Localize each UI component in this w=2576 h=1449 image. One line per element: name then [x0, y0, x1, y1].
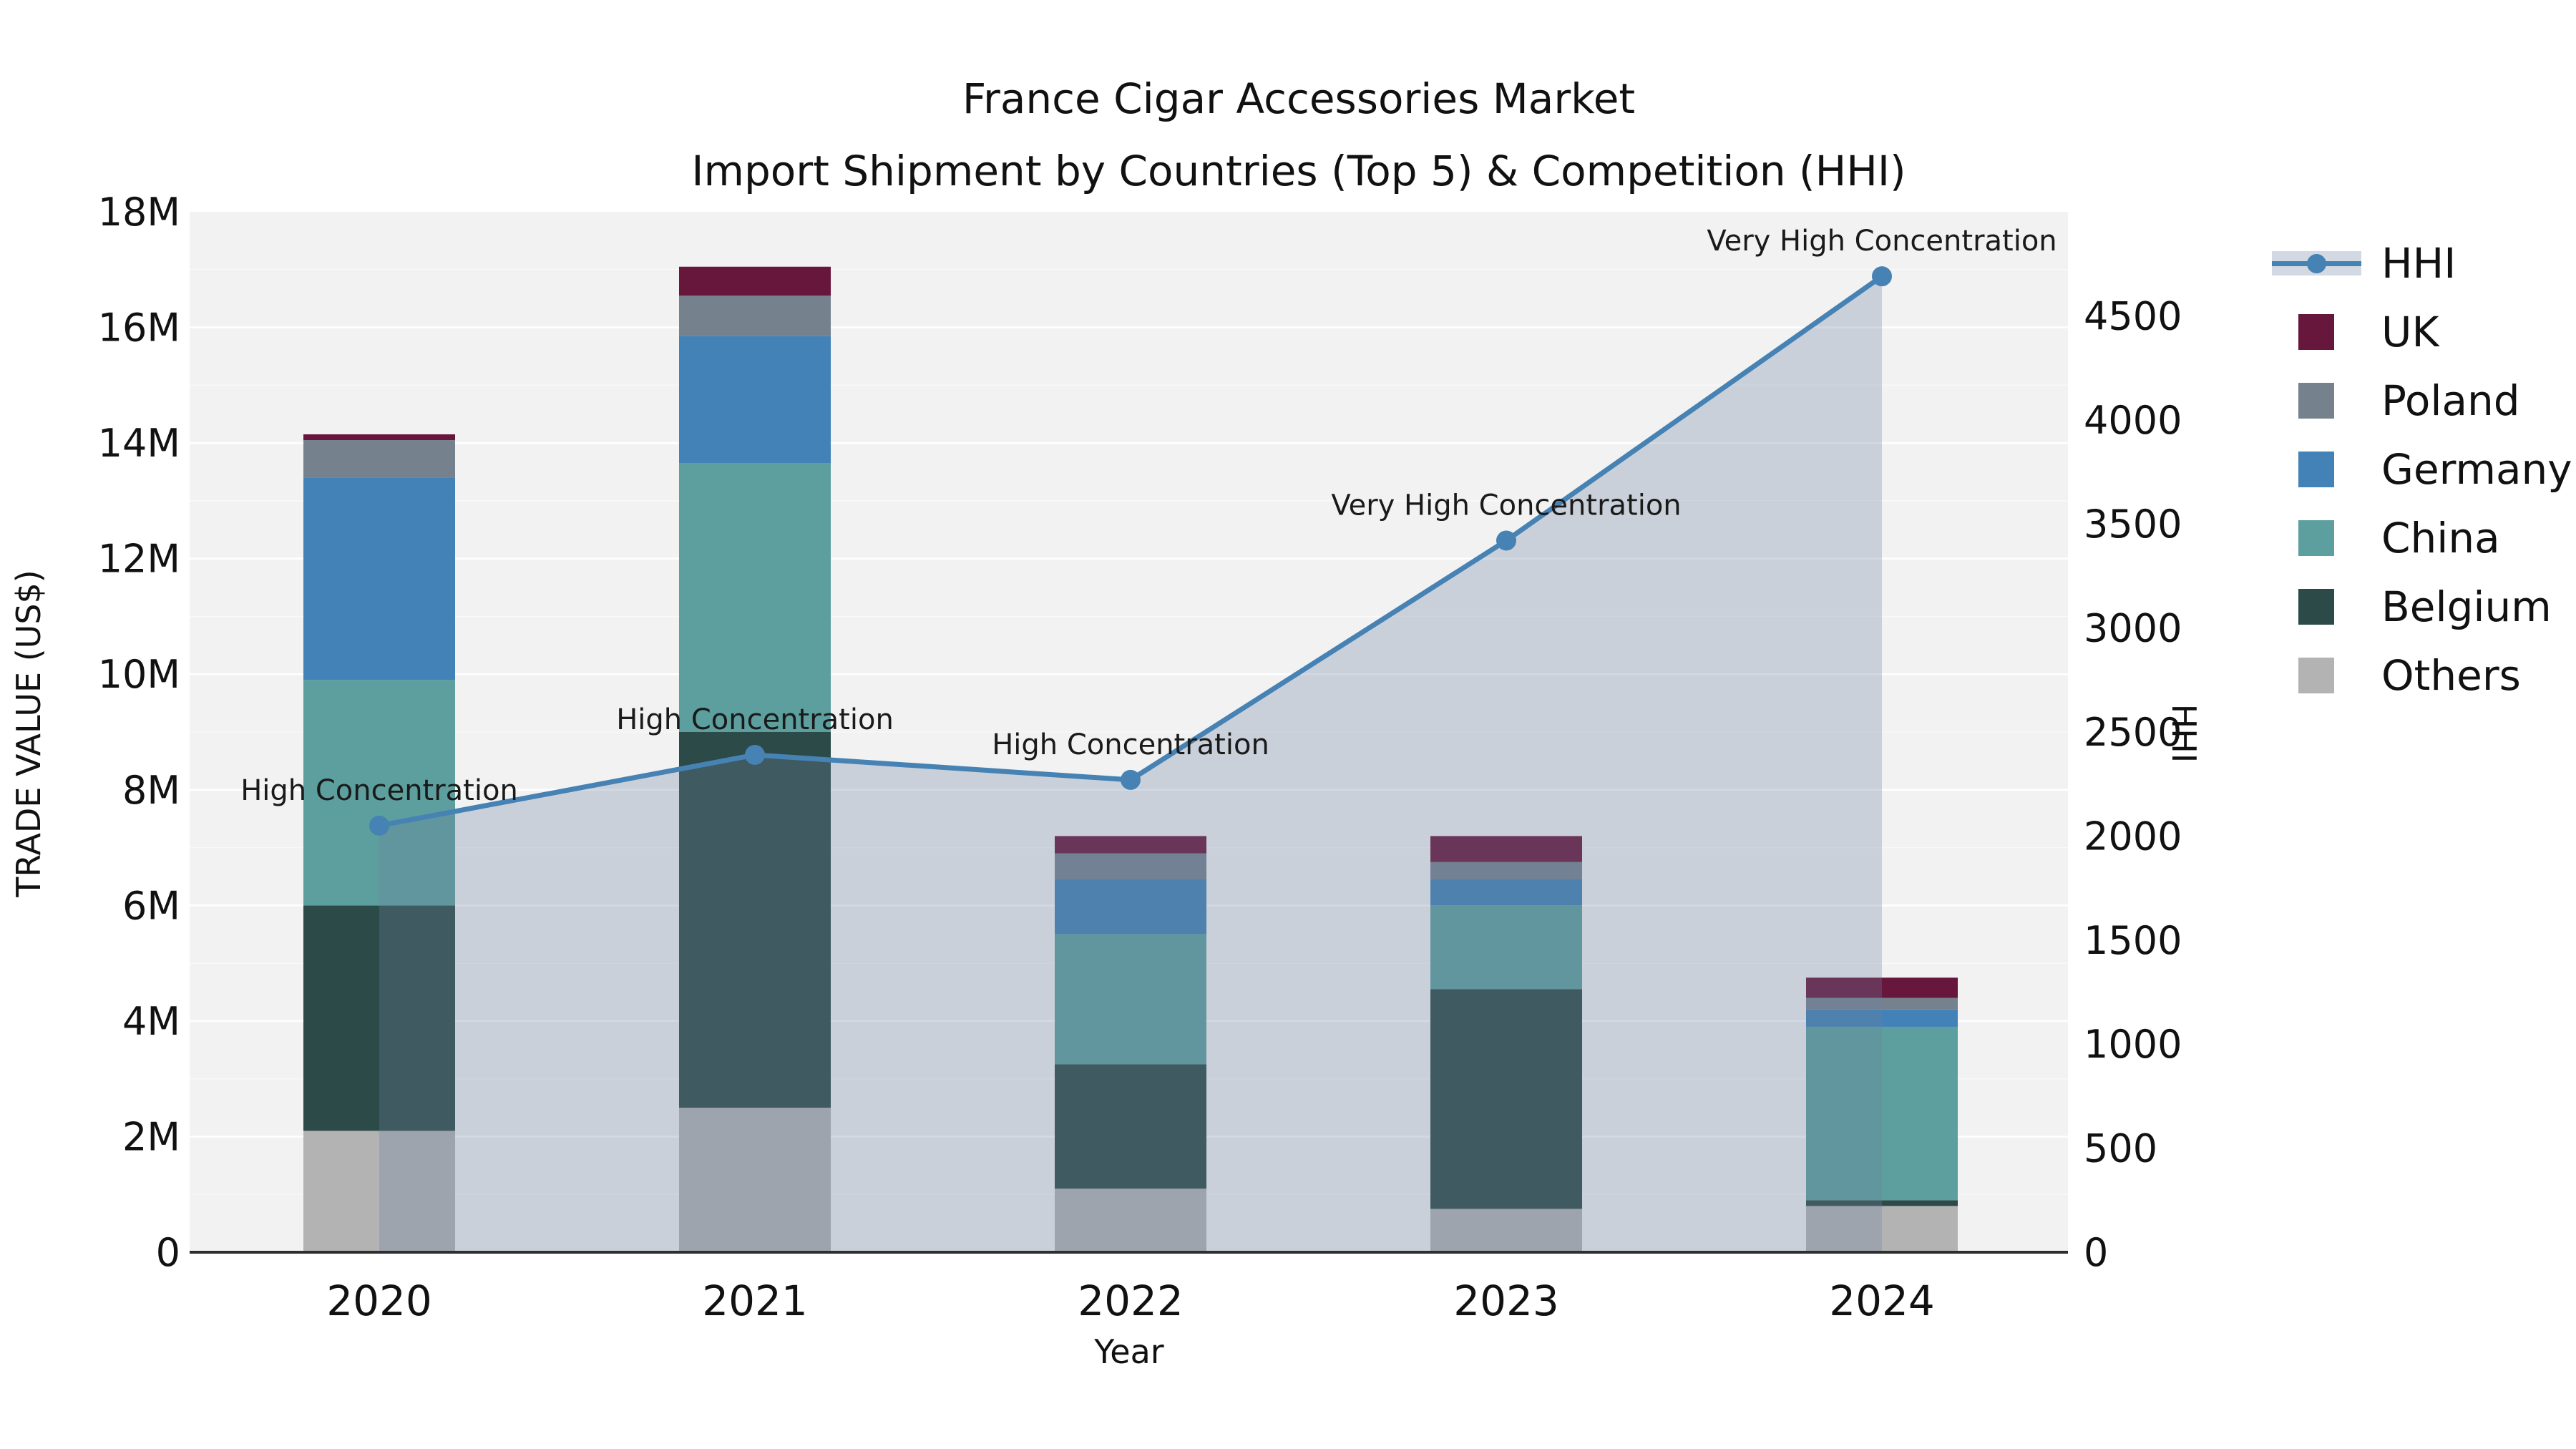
bar-segment-uk-2020 — [303, 434, 455, 441]
y-right-tick-500: 500 — [2084, 1126, 2157, 1171]
x-axis-label: Year — [1094, 1332, 1164, 1371]
y-axis-label-left: TRADE VALUE (US$) — [9, 570, 48, 897]
legend-item-china: China — [2272, 504, 2572, 572]
bar-segment-belgium-2021 — [679, 732, 831, 1108]
bar-segment-germany-2023 — [1430, 879, 1582, 906]
bar-segment-poland-2020 — [303, 440, 455, 478]
bar-segment-others-2020 — [303, 1131, 455, 1252]
hhi-marker-2020 — [369, 815, 389, 836]
legend-item-others: Others — [2272, 641, 2572, 710]
annotation-2024: Very High Concentration — [1707, 225, 2057, 258]
color-swatch-icon — [2272, 504, 2361, 572]
legend-label: UK — [2381, 308, 2439, 356]
bar-segment-others-2023 — [1430, 1209, 1582, 1252]
y-right-tick-3500: 3500 — [2084, 502, 2182, 547]
bar-segment-uk-2021 — [679, 266, 831, 296]
bar-segment-uk-2024 — [1806, 977, 1958, 998]
bar-segment-uk-2023 — [1430, 836, 1582, 862]
annotation-2023: Very High Concentration — [1331, 489, 1681, 522]
y-right-tick-4000: 4000 — [2084, 398, 2182, 443]
bar-segment-belgium-2020 — [303, 905, 455, 1131]
hhi-line-swatch-icon — [2272, 229, 2361, 298]
color-swatch-icon — [2272, 641, 2361, 710]
bar-segment-uk-2022 — [1055, 836, 1206, 854]
y-right-tick-2000: 2000 — [2084, 814, 2182, 859]
y-left-tick-12M: 12M — [98, 537, 180, 582]
hhi-marker-2023 — [1496, 530, 1516, 551]
bar-segment-belgium-2023 — [1430, 989, 1582, 1209]
bar-segment-poland-2024 — [1806, 997, 1958, 1010]
bar-segment-germany-2022 — [1055, 879, 1206, 935]
y-right-tick-4500: 4500 — [2084, 293, 2182, 338]
x-tick-2024: 2024 — [1829, 1277, 1935, 1325]
color-swatch-icon — [2272, 298, 2361, 366]
legend-item-hhi: HHI — [2272, 229, 2572, 298]
hhi-marker-2024 — [1872, 266, 1892, 287]
hhi-marker-2022 — [1121, 769, 1141, 790]
legend-item-poland: Poland — [2272, 366, 2572, 435]
legend-label: Belgium — [2381, 582, 2552, 631]
y-right-tick-0: 0 — [2084, 1230, 2108, 1275]
x-tick-2020: 2020 — [326, 1277, 432, 1325]
hhi-marker-2021 — [745, 744, 765, 765]
bar-segment-others-2024 — [1806, 1206, 1958, 1252]
x-tick-2022: 2022 — [1078, 1277, 1184, 1325]
color-swatch-icon — [2272, 435, 2361, 504]
bar-segment-china-2022 — [1055, 934, 1206, 1065]
bar-segment-poland-2023 — [1430, 862, 1582, 879]
bar-segment-belgium-2022 — [1055, 1064, 1206, 1189]
legend-label: HHI — [2381, 239, 2457, 288]
legend-item-germany: Germany — [2272, 435, 2572, 504]
y-left-tick-18M: 18M — [98, 190, 180, 235]
chart-title-line2: Import Shipment by Countries (Top 5) & C… — [691, 147, 1906, 195]
annotation-2021: High Concentration — [616, 703, 894, 736]
legend-item-uk: UK — [2272, 298, 2572, 366]
legend-label: Others — [2381, 651, 2521, 700]
annotation-2022: High Concentration — [992, 728, 1269, 761]
y-left-tick-0: 0 — [156, 1230, 180, 1275]
color-swatch-icon — [2272, 366, 2361, 435]
chart-title-line1: France Cigar Accessories Market — [962, 74, 1636, 123]
y-left-tick-16M: 16M — [98, 306, 180, 351]
bar-segment-china-2021 — [679, 463, 831, 732]
color-swatch-icon — [2272, 572, 2361, 641]
x-tick-2021: 2021 — [702, 1277, 808, 1325]
bar-segment-china-2023 — [1430, 905, 1582, 990]
y-right-tick-2500: 2500 — [2084, 710, 2182, 755]
legend-label: Poland — [2381, 376, 2520, 425]
y-left-tick-8M: 8M — [122, 768, 180, 813]
bar-segment-others-2021 — [679, 1108, 831, 1252]
legend: HHI UK Poland Germany China Belgium Others — [2272, 229, 2572, 710]
legend-label: Germany — [2381, 445, 2572, 494]
legend-label: China — [2381, 514, 2500, 562]
bar-segment-poland-2021 — [679, 296, 831, 336]
y-left-tick-14M: 14M — [98, 421, 180, 466]
y-left-tick-4M: 4M — [122, 999, 180, 1044]
y-right-tick-1000: 1000 — [2084, 1022, 2182, 1067]
y-right-tick-3000: 3000 — [2084, 606, 2182, 651]
y-right-tick-1500: 1500 — [2084, 918, 2182, 963]
bar-segment-belgium-2024 — [1806, 1200, 1958, 1206]
annotation-2020: High Concentration — [240, 774, 518, 807]
y-left-tick-2M: 2M — [122, 1114, 180, 1159]
bar-segment-germany-2021 — [679, 336, 831, 464]
bar-segment-china-2020 — [303, 680, 455, 906]
y-left-tick-6M: 6M — [122, 883, 180, 928]
y-left-tick-10M: 10M — [98, 652, 180, 697]
x-tick-2023: 2023 — [1453, 1277, 1559, 1325]
bar-segment-others-2022 — [1055, 1189, 1206, 1252]
bar-segment-china-2024 — [1806, 1026, 1958, 1201]
hhi-area-fill — [379, 276, 1882, 1253]
bar-segment-germany-2024 — [1806, 1009, 1958, 1027]
bar-segment-germany-2020 — [303, 477, 455, 680]
y-axis-label-right: HHI — [2165, 703, 2203, 763]
bar-segment-poland-2022 — [1055, 853, 1206, 879]
legend-item-belgium: Belgium — [2272, 572, 2572, 641]
